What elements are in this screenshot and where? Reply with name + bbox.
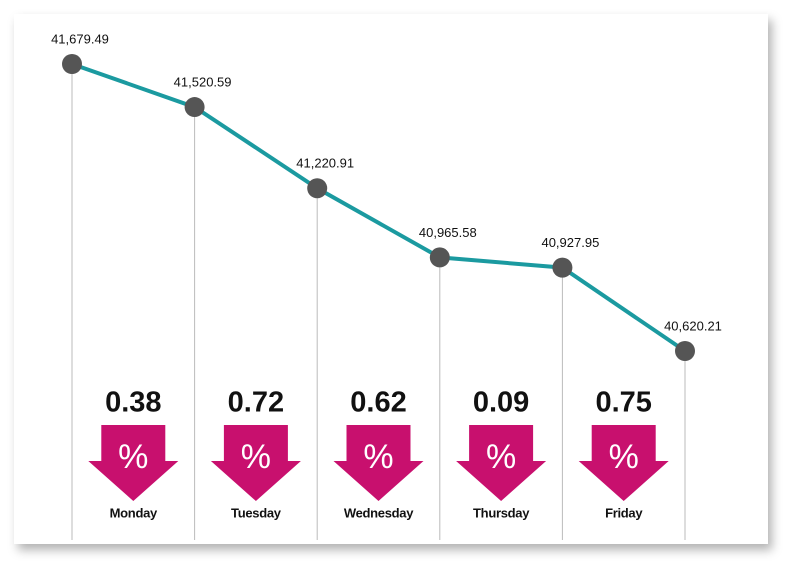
down-arrow <box>456 425 547 501</box>
percent-symbol: % <box>118 438 148 476</box>
percent-symbol: % <box>609 438 639 476</box>
change-value: 0.09 <box>473 387 529 419</box>
down-arrow <box>88 425 179 501</box>
down-arrow <box>578 425 669 501</box>
day-label: Friday <box>605 505 643 520</box>
day-label: Wednesday <box>344 505 414 520</box>
value-label: 40,620.21 <box>664 318 722 333</box>
percent-symbol: % <box>486 438 516 476</box>
marker <box>62 54 82 74</box>
down-arrow <box>210 425 301 501</box>
day-label: Monday <box>110 505 158 520</box>
day-label: Tuesday <box>231 505 282 520</box>
change-value: 0.62 <box>350 387 406 419</box>
marker <box>429 247 450 268</box>
percent-symbol: % <box>241 438 271 476</box>
value-label: 40,927.95 <box>541 235 599 250</box>
change-value: 0.75 <box>595 387 651 419</box>
marker <box>184 97 205 118</box>
value-label: 40,965.58 <box>419 225 477 240</box>
day-label: Thursday <box>473 505 530 520</box>
marker <box>675 341 695 361</box>
value-label: 41,220.91 <box>296 156 354 171</box>
down-arrow <box>333 425 424 501</box>
marker <box>307 178 328 199</box>
change-value: 0.38 <box>105 387 161 419</box>
value-label: 41,679.49 <box>51 31 109 46</box>
change-value: 0.72 <box>228 387 284 419</box>
value-label: 41,520.59 <box>174 74 232 89</box>
line <box>71 62 687 353</box>
percent-symbol: % <box>363 438 393 476</box>
marker <box>552 257 573 278</box>
